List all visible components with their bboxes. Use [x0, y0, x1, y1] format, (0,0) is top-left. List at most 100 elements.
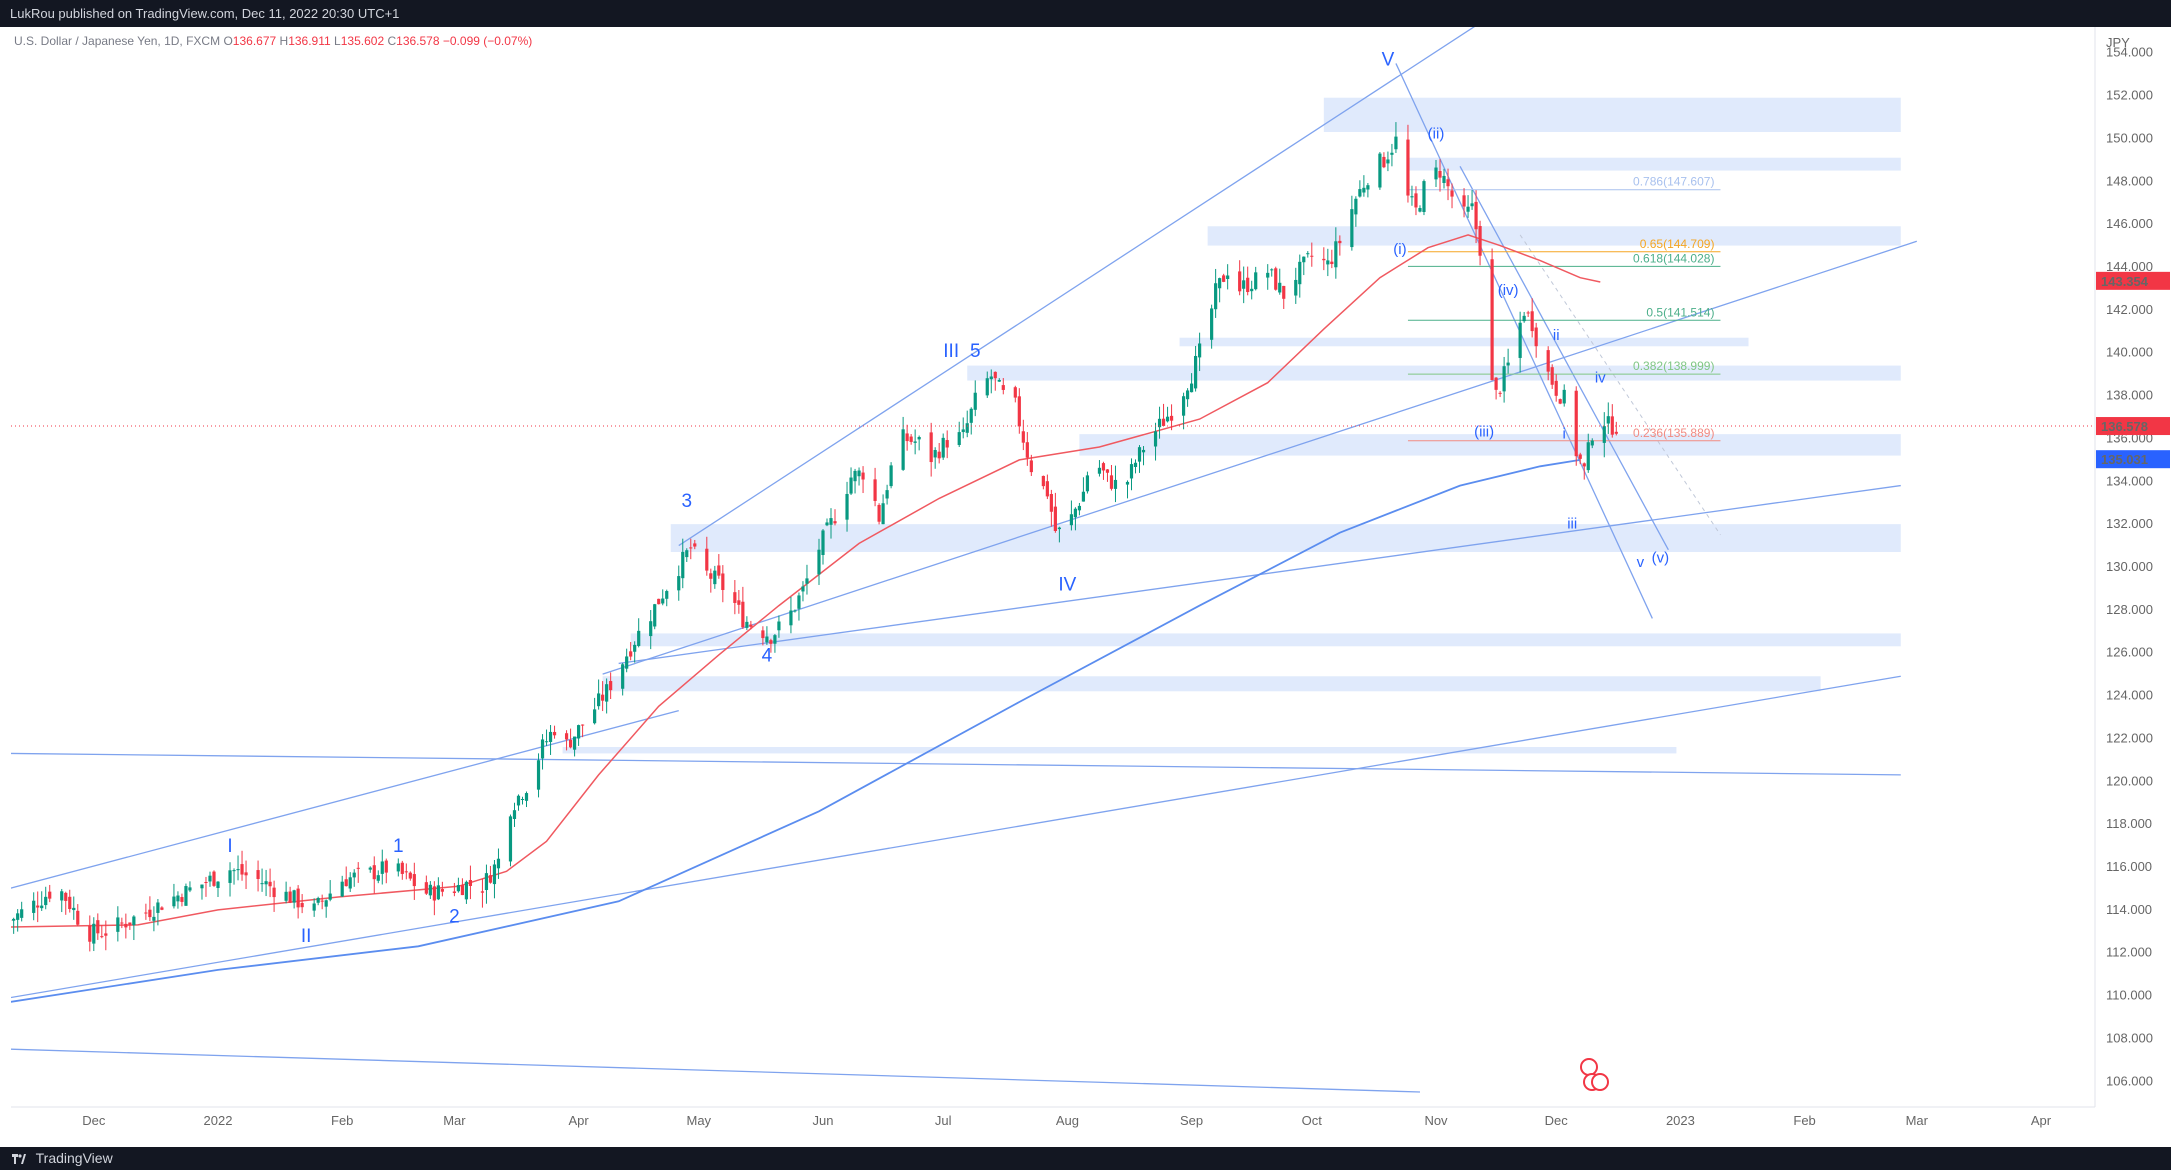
candle-body [576, 725, 581, 739]
wave-label-16: i [1563, 425, 1566, 442]
candle-body [116, 917, 120, 932]
candle-body [1450, 190, 1454, 197]
wave-label-17: iii [1567, 515, 1577, 532]
candle-body [941, 437, 945, 458]
candle-body [1125, 481, 1130, 485]
candle-body [1157, 418, 1162, 428]
candle-body [1185, 390, 1190, 400]
candle-body [104, 933, 108, 936]
candle-body [1322, 258, 1326, 261]
price-label-bg [2096, 417, 2170, 436]
candle-body [1246, 277, 1250, 293]
y-tick-label: 130.000 [2106, 559, 2153, 574]
wave-label-15: (iii) [1474, 423, 1494, 440]
y-tick-label: 138.000 [2106, 388, 2153, 403]
candle-body [88, 925, 92, 942]
candle-body [1133, 462, 1138, 467]
candle-body [1490, 259, 1494, 381]
candle-body [1434, 167, 1438, 180]
y-tick-label: 134.000 [2106, 473, 2153, 488]
candle-body [601, 694, 605, 701]
candles [11, 122, 1618, 952]
candle-body [989, 376, 993, 380]
candle-body [268, 881, 272, 887]
zone-1 [1407, 157, 1901, 171]
candle-body [1266, 272, 1270, 278]
candle-body [1057, 527, 1061, 530]
candle-body [737, 600, 741, 605]
trendline-0 [11, 709, 679, 889]
candle-body [745, 621, 749, 628]
candle-body [1294, 279, 1298, 296]
tradingview-brand: TradingView [35, 1150, 113, 1166]
candle-body [1222, 275, 1226, 282]
publish-header: LukRou published on TradingView.com, Dec… [0, 0, 2171, 27]
candle-body [689, 547, 693, 549]
candle-body [821, 530, 825, 556]
candle-body [965, 423, 969, 433]
candle-body [1189, 383, 1194, 393]
open-value: 136.677 [232, 34, 277, 48]
wave-label-7: 5 [970, 341, 981, 362]
candle-body [829, 518, 833, 525]
y-tick-label: 110.000 [2106, 988, 2152, 1003]
candle-body [1109, 475, 1114, 489]
candle-body [412, 874, 416, 887]
candle-body [765, 636, 769, 643]
candle-body [609, 681, 613, 691]
candle-body [552, 731, 557, 736]
candle-body [524, 793, 529, 801]
wave-label-5: 4 [762, 645, 773, 666]
y-tick-label: 120.000 [2106, 773, 2153, 788]
candle-body [1614, 431, 1618, 434]
candle-body [208, 875, 212, 882]
candle-body [1470, 203, 1474, 207]
candle-body [1526, 312, 1530, 314]
candle-body [204, 882, 208, 884]
candle-body [296, 888, 300, 908]
candle-body [36, 905, 40, 908]
candle-body [324, 900, 328, 907]
event-flag-icon [1580, 1058, 1598, 1076]
x-tick-label: Mar [443, 1113, 466, 1128]
candle-body [396, 863, 400, 872]
candle-body [1462, 195, 1466, 207]
candle-body [260, 883, 264, 885]
candle-body [1466, 206, 1470, 212]
x-tick-label: Dec [82, 1113, 106, 1128]
candle-body [456, 885, 460, 892]
candle-body [713, 570, 717, 585]
candle-body [1049, 493, 1053, 512]
low-label: L [334, 34, 341, 48]
price-chart[interactable]: 0.786(147.607) 0.65(144.709)0.618(144.028… [0, 27, 2171, 1147]
candle-body [12, 918, 16, 921]
fib-label-4: 0.382(138.999) [1633, 359, 1714, 373]
x-tick-label: Nov [1424, 1113, 1448, 1128]
candle-body [1478, 226, 1482, 256]
candle-body [508, 816, 513, 862]
x-tick-label: Dec [1545, 1113, 1569, 1128]
candle-body [1001, 385, 1005, 390]
candle-body [881, 503, 885, 525]
candle-body [633, 644, 637, 652]
candle-body [909, 436, 913, 442]
price-label-1: 136.578 [2101, 419, 2148, 434]
candle-body [20, 909, 24, 918]
candle-body [292, 890, 296, 903]
candle-body [1169, 415, 1174, 421]
candle-body [1442, 175, 1446, 183]
zone-3 [1179, 337, 1749, 347]
candle-body [1474, 201, 1478, 230]
wave-label-4: 3 [681, 491, 692, 512]
candle-body [1073, 508, 1078, 518]
candle-body [705, 548, 709, 571]
candle-body [284, 891, 288, 901]
candle-body [709, 573, 713, 579]
candle-body [749, 624, 753, 627]
wave-label-9: V [1382, 50, 1395, 71]
candle-body [1226, 275, 1230, 279]
currency-label: JPY [2106, 35, 2130, 50]
candle-body [1438, 170, 1442, 178]
y-tick-label: 148.000 [2106, 173, 2153, 188]
candle-body [1362, 187, 1366, 193]
